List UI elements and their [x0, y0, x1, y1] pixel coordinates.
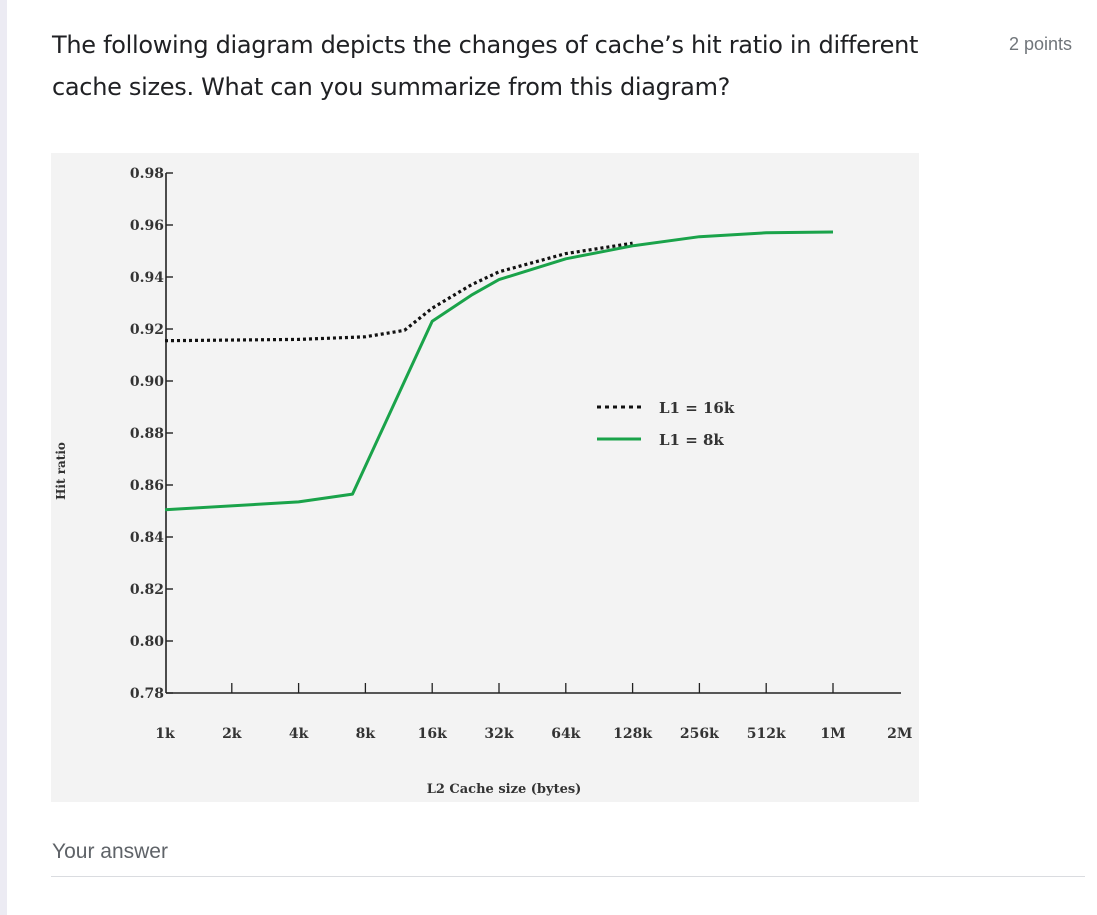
- answer-underline: [51, 876, 1085, 877]
- hit-ratio-chart: 0.98 0.96 0.94 0.92 0.90 0.88 0.86 0.84 0.82 0.80…: [51, 153, 919, 802]
- points-label: 2 points: [1009, 34, 1073, 54]
- x-tick-label: 4k: [289, 726, 309, 742]
- series-line-l1-8k: [164, 230, 834, 512]
- x-tick-label: 2k: [222, 726, 242, 742]
- y-tick-label: 0.82: [130, 582, 164, 598]
- y-tick-label: 0.78: [130, 686, 164, 702]
- x-tick-label: 1k: [155, 726, 175, 742]
- y-tick-label: 0.94: [130, 270, 164, 286]
- x-tick-label: 8k: [356, 726, 376, 742]
- y-tick-label: 0.96: [130, 218, 164, 234]
- x-tick-label: 256k: [680, 726, 719, 742]
- question-title: The following diagram depicts the change…: [52, 31, 919, 101]
- y-tick-label: 0.88: [130, 426, 164, 442]
- answer-input[interactable]: [51, 838, 1089, 876]
- x-tick-label: 1M: [820, 726, 845, 742]
- legend-label: L1 = 8k: [659, 431, 724, 449]
- left-accent-strip: [0, 0, 7, 915]
- y-tick-label: 0.86: [130, 478, 164, 494]
- x-tick-label: 128k: [613, 726, 652, 742]
- y-tick-label: 0.84: [130, 530, 164, 546]
- y-tick-label: 0.90: [130, 374, 164, 390]
- y-axis-label: Hit ratio: [54, 442, 68, 500]
- x-tick-label: 32k: [484, 726, 513, 742]
- x-tick-label: 2M: [887, 726, 912, 742]
- x-axis-label: L2 Cache size (bytes): [427, 782, 582, 797]
- x-tick-label: 16k: [418, 726, 447, 742]
- x-tick-label: 512k: [747, 726, 786, 742]
- x-tick-label: 64k: [551, 726, 580, 742]
- series-line-l1-16k: [164, 241, 633, 343]
- y-tick-label: 0.92: [130, 322, 164, 338]
- y-tick-label: 0.80: [130, 634, 164, 650]
- y-tick-label: 0.98: [130, 166, 164, 182]
- chart-svg: 0.98 0.96 0.94 0.92 0.90 0.88 0.86 0.84 0.82 0.80…: [54, 166, 912, 797]
- legend-label: L1 = 16k: [659, 399, 735, 417]
